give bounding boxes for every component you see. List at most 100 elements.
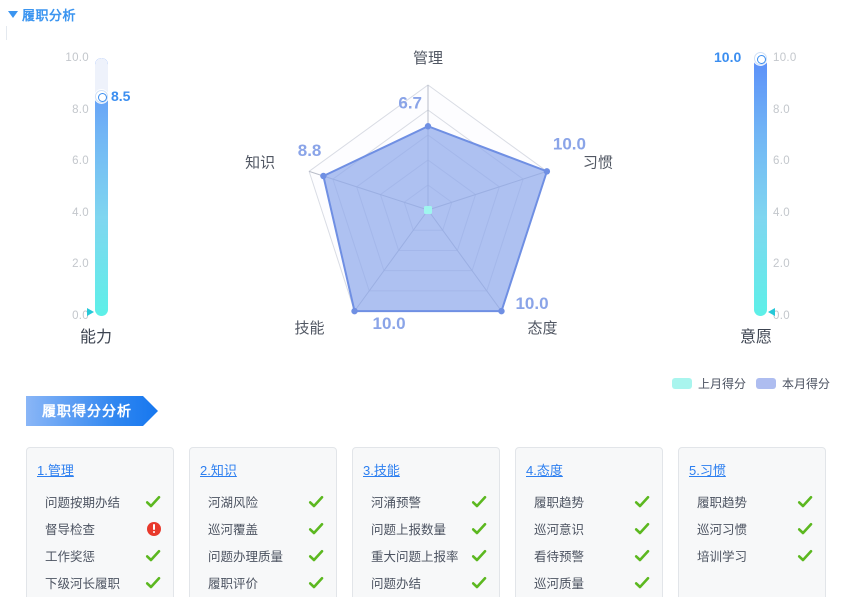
card-row-label: 工作奖惩 bbox=[45, 550, 96, 564]
check-icon bbox=[471, 494, 487, 510]
gauge-value-marker[interactable] bbox=[95, 90, 108, 104]
card-row-label: 问题按期办结 bbox=[45, 496, 121, 510]
gauge-title: 意愿 bbox=[739, 329, 772, 346]
alert-icon bbox=[147, 521, 161, 536]
check-icon bbox=[308, 575, 324, 591]
gauge-tick-label: 2.0 bbox=[773, 258, 790, 271]
gauge-tick-label: 10.0 bbox=[65, 52, 89, 64]
card-title-link[interactable]: 2.知识 bbox=[200, 463, 237, 478]
gauge-tick-label: 10.0 bbox=[773, 52, 797, 64]
check-icon bbox=[308, 521, 324, 537]
page-title: 履职分析 bbox=[22, 7, 77, 23]
card-row-label: 河湖风险 bbox=[208, 496, 259, 510]
score-card: 3.技能 河涌预警 问题上报数量 重大问题上报率 问题办结 bbox=[352, 447, 500, 597]
legend-item[interactable]: 上月得分 bbox=[671, 375, 746, 392]
card-row-label: 巡河质量 bbox=[534, 577, 585, 591]
card-row: 巡河意识 bbox=[526, 515, 652, 542]
legend-swatch bbox=[671, 378, 692, 389]
card-row: 巡河习惯 bbox=[689, 515, 815, 542]
check-icon bbox=[797, 548, 813, 564]
gauge-track[interactable] bbox=[95, 58, 108, 316]
radar-data-point[interactable] bbox=[543, 168, 551, 175]
card-row-label: 履职趋势 bbox=[697, 496, 748, 510]
card-row: 培训学习 bbox=[689, 542, 815, 569]
radar-data-point[interactable] bbox=[320, 172, 327, 180]
score-card: 5.习惯履职趋势巡河习惯培训学习 bbox=[678, 447, 826, 597]
caret-down-icon[interactable] bbox=[8, 10, 18, 18]
card-row-label: 看待预警 bbox=[534, 550, 585, 564]
check-icon bbox=[308, 494, 324, 510]
card-row: 履职趋势 bbox=[526, 488, 652, 515]
card-row-label: 培训学习 bbox=[697, 550, 748, 564]
gauge-baseline-arrow bbox=[768, 308, 775, 316]
gauge-tick-label: 6.0 bbox=[72, 155, 89, 168]
check-icon bbox=[471, 548, 487, 564]
panel-header[interactable]: 履职分析 bbox=[0, 0, 844, 28]
radar-data-point[interactable] bbox=[498, 307, 505, 315]
gauge-baseline-arrow bbox=[87, 308, 94, 316]
card-row: 问题办理质量 bbox=[200, 542, 326, 569]
section-banner: 履职得分分析 bbox=[26, 396, 158, 426]
radar-value-label: 6.7 bbox=[398, 93, 422, 112]
radar-value-label: 10.0 bbox=[373, 314, 406, 333]
gauge-value-label: 10.0 bbox=[714, 49, 742, 65]
gauge-value-marker[interactable] bbox=[754, 51, 767, 65]
gauge-tick-label: 4.0 bbox=[72, 206, 89, 219]
card-row: 问题按期办结 bbox=[37, 488, 163, 515]
legend-item[interactable]: 本月得分 bbox=[755, 375, 830, 392]
gauge-tick-label: 0.0 bbox=[72, 310, 89, 322]
header-divider bbox=[6, 26, 7, 40]
card-row-label: 重大问题上报率 bbox=[371, 550, 459, 564]
gauge-tick-labels: 10.0 8.0 6.0 4.0 2.0 0.0 bbox=[773, 52, 807, 322]
card-row: 重大问题上报率 bbox=[363, 542, 489, 569]
radar-axis-label: 技能 bbox=[295, 320, 325, 337]
radar-axis-label: 态度 bbox=[527, 320, 557, 337]
card-row-label: 问题办理质量 bbox=[208, 550, 284, 564]
card-row: 河湖风险 bbox=[200, 488, 326, 515]
card-title-link[interactable]: 3.技能 bbox=[363, 463, 400, 478]
radar-series-last-month[interactable] bbox=[424, 206, 432, 214]
score-card: 1.管理问题按期办结督导检查工作奖惩下级河长履职 bbox=[26, 447, 174, 597]
card-row-label: 履职评价 bbox=[208, 577, 259, 591]
card-row: 巡河覆盖 bbox=[200, 515, 326, 542]
gauge-tick-label: 2.0 bbox=[72, 258, 89, 271]
gauge-ability: 10.0 8.0 6.0 4.0 2.0 0.0 8.5 能力 bbox=[26, 0, 166, 360]
card-row-label: 下级河长履职 bbox=[45, 577, 121, 591]
gauge-tick-label: 0.0 bbox=[773, 310, 790, 322]
check-icon bbox=[308, 548, 324, 564]
card-row: 下级河长履职 bbox=[37, 569, 163, 596]
card-row: 履职评价 bbox=[200, 569, 326, 596]
card-row-label: 巡河习惯 bbox=[697, 523, 748, 537]
gauge-willingness: 10.0 8.0 6.0 4.0 2.0 0.0 10.0 意愿 bbox=[686, 0, 826, 360]
check-icon bbox=[471, 575, 487, 591]
card-row: 看待预警 bbox=[526, 542, 652, 569]
check-icon bbox=[471, 521, 487, 537]
radar-axis-label: 习惯 bbox=[583, 154, 613, 171]
score-card: 4.态度履职趋势巡河意识看待预警巡河质量 bbox=[515, 447, 663, 597]
check-icon bbox=[634, 521, 650, 537]
gauge-tick-label: 8.0 bbox=[72, 103, 89, 116]
card-row: 问题办结 bbox=[363, 569, 489, 596]
check-icon bbox=[797, 494, 813, 510]
radar-value-label: 10.0 bbox=[553, 134, 586, 153]
radar-data-point[interactable] bbox=[351, 307, 358, 315]
legend-swatch bbox=[755, 378, 776, 389]
card-row: 河涌预警 bbox=[363, 488, 489, 515]
card-row-label: 履职趋势 bbox=[534, 496, 585, 510]
card-row: 督导检查 bbox=[37, 515, 163, 542]
check-icon bbox=[145, 494, 161, 510]
card-title-link[interactable]: 1.管理 bbox=[37, 463, 74, 478]
radar-value-label: 8.8 bbox=[298, 141, 322, 160]
radar-value-label: 10.0 bbox=[515, 294, 548, 313]
gauge-track[interactable] bbox=[754, 58, 767, 316]
legend-label: 本月得分 bbox=[781, 377, 830, 391]
card-title-link[interactable]: 4.态度 bbox=[526, 463, 563, 478]
gauge-tick-label: 8.0 bbox=[773, 103, 790, 116]
card-title-link[interactable]: 5.习惯 bbox=[689, 463, 726, 478]
check-icon bbox=[634, 494, 650, 510]
radar-data-point[interactable] bbox=[424, 123, 432, 130]
gauge-title: 能力 bbox=[79, 329, 112, 346]
check-icon bbox=[797, 521, 813, 537]
card-row-label: 巡河覆盖 bbox=[208, 523, 259, 537]
